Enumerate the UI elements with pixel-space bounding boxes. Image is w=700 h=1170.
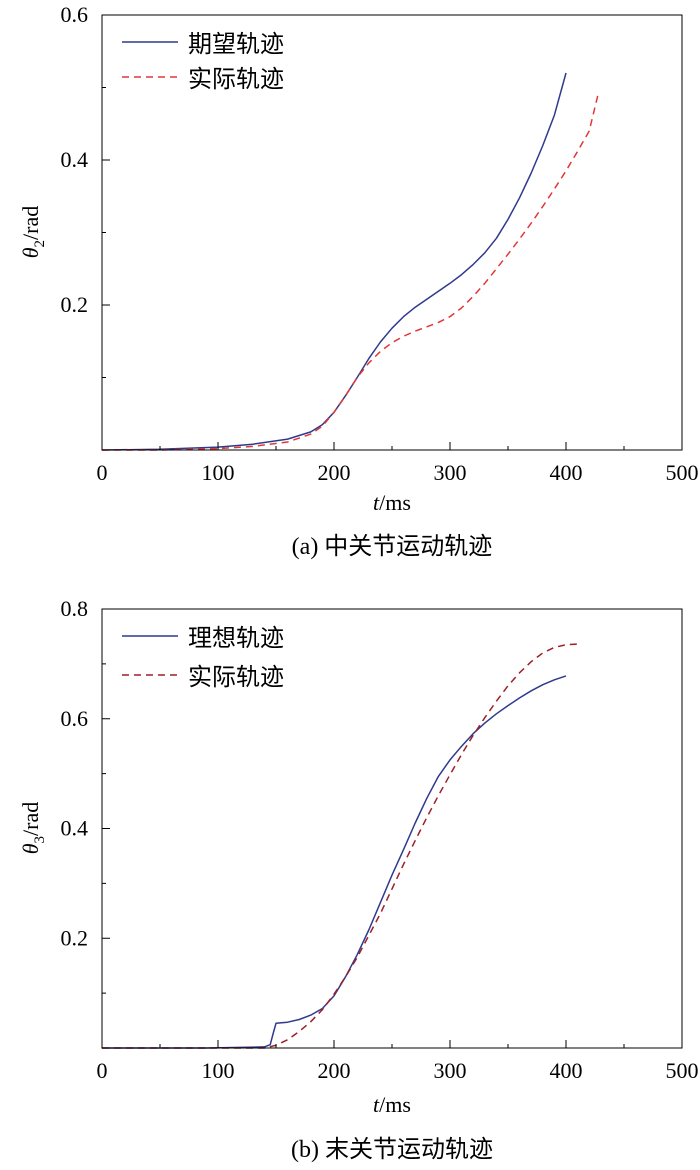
chart-b-ylabel-unit: /rad bbox=[18, 802, 43, 836]
chart-b-xtick-label: 200 bbox=[318, 1058, 351, 1083]
chart-a-ylabel-var: θ bbox=[18, 247, 43, 258]
chart-b-xlabel: t/ms bbox=[373, 1092, 411, 1117]
chart-b-series-line-0 bbox=[102, 675, 567, 1049]
chart-b-xtick-label: 0 bbox=[97, 1058, 108, 1083]
chart-b-ylabel-sub: 3 bbox=[32, 836, 48, 844]
chart-a-legend: 期望轨迹 实际轨迹 bbox=[122, 31, 284, 93]
chart-a-xlabel: t/ms bbox=[373, 490, 411, 515]
chart-b-ytick-label: 0.4 bbox=[61, 816, 89, 841]
chart-a-xtick-label: 100 bbox=[202, 460, 235, 485]
chart-a-xtick-label: 200 bbox=[318, 460, 351, 485]
chart-a-series-line-0 bbox=[101, 72, 567, 451]
chart-a-ticks: 0 100 200 300 400 500 0.2 0.4 0.6 bbox=[61, 2, 699, 485]
chart-a-ylabel: θ2/rad bbox=[18, 206, 48, 259]
chart-a-ytick-label: 0.2 bbox=[61, 292, 89, 317]
chart-a: 0 100 200 300 400 500 0.2 0.4 0.6 期望轨迹 实际轨迹 θ2/r… bbox=[18, 2, 699, 560]
chart-b-xtick-label: 500 bbox=[666, 1058, 699, 1083]
chart-b-ytick-label: 0.8 bbox=[61, 596, 89, 621]
chart-a-legend-label-actual: 实际轨迹 bbox=[188, 66, 284, 93]
chart-b-xtick-label: 400 bbox=[550, 1058, 583, 1083]
chart-a-xtick-label: 400 bbox=[550, 460, 583, 485]
chart-b: 0 100 200 300 400 500 0.2 0.4 0.6 0.8 理想轨迹 实际轨迹 θ… bbox=[18, 596, 699, 1163]
chart-a-ytick-label: 0.6 bbox=[61, 2, 89, 27]
chart-b-legend-label-actual: 实际轨迹 bbox=[188, 664, 284, 691]
chart-a-ytick-label: 0.4 bbox=[61, 147, 89, 172]
chart-b-ytick-label: 0.2 bbox=[61, 925, 89, 950]
chart-a-ylabel-unit: /rad bbox=[18, 206, 43, 240]
chart-a-series-line-1 bbox=[102, 92, 600, 451]
chart-b-ytick-label: 0.6 bbox=[61, 706, 89, 731]
chart-b-ylabel-var: θ bbox=[18, 843, 43, 854]
chart-b-ylabel: θ3/rad bbox=[18, 802, 48, 855]
chart-b-xlabel-unit: /ms bbox=[379, 1092, 411, 1117]
chart-a-xtick-label: 500 bbox=[666, 460, 699, 485]
chart-a-xtick-label: 0 bbox=[97, 460, 108, 485]
chart-b-ticks: 0 100 200 300 400 500 0.2 0.4 0.6 0.8 bbox=[61, 596, 699, 1083]
chart-b-legend: 理想轨迹 实际轨迹 bbox=[122, 625, 284, 691]
chart-b-series-line-1 bbox=[102, 643, 578, 1049]
chart-b-xtick-label: 100 bbox=[202, 1058, 235, 1083]
chart-b-series bbox=[102, 643, 578, 1049]
chart-a-legend-label-desired: 期望轨迹 bbox=[188, 31, 284, 58]
chart-a-series bbox=[101, 72, 600, 451]
chart-b-xlabel-var: t bbox=[373, 1092, 380, 1117]
chart-b-caption: (b) 末关节运动轨迹 bbox=[291, 1136, 493, 1163]
chart-b-legend-label-ideal: 理想轨迹 bbox=[188, 625, 284, 652]
chart-b-xtick-label: 300 bbox=[434, 1058, 467, 1083]
chart-a-xtick-label: 300 bbox=[434, 460, 467, 485]
chart-a-xlabel-var: t bbox=[373, 490, 380, 515]
chart-a-ylabel-sub: 2 bbox=[32, 240, 48, 248]
chart-a-caption: (a) 中关节运动轨迹 bbox=[292, 533, 493, 560]
chart-a-xlabel-unit: /ms bbox=[379, 490, 411, 515]
